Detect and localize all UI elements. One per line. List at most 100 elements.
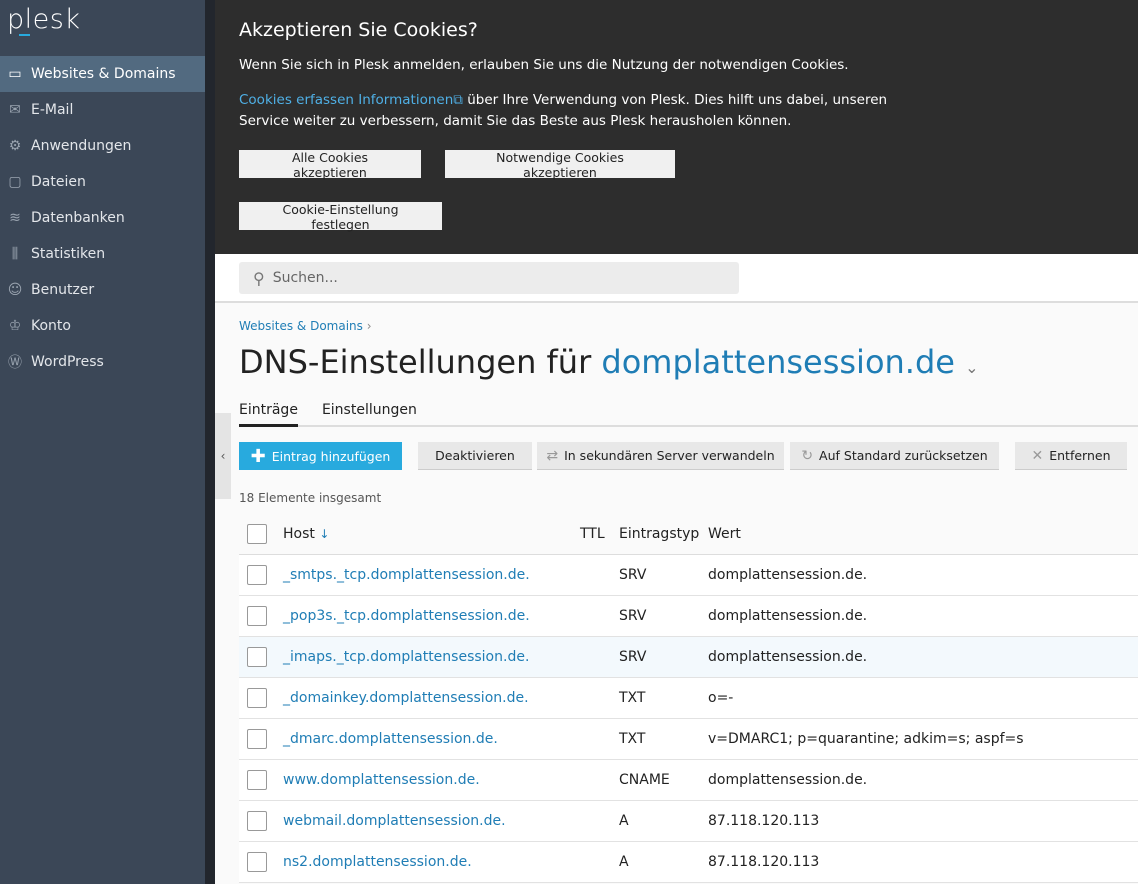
record-value: v=DMARC1; p=quarantine; adkim=s; aspf=s: [708, 731, 1024, 747]
host-link[interactable]: ns2.domplattensession.de.: [283, 854, 472, 870]
table-row: _dmarc.domplattensession.de. TXT v=DMARC…: [239, 719, 1138, 760]
user-icon: ☺: [7, 282, 23, 298]
sidebar-item-label: Benutzer: [31, 282, 95, 298]
cookie-settings-button[interactable]: Cookie-Einstellung festlegen: [239, 202, 442, 232]
host-link[interactable]: _domainkey.domplattensession.de.: [283, 690, 529, 706]
logo-underline: [19, 34, 30, 36]
table-row: _pop3s._tcp.domplattensession.de. SRV do…: [239, 596, 1138, 637]
sidebar-item-label: WordPress: [31, 354, 104, 370]
plesk-logo[interactable]: plesk: [7, 4, 81, 35]
monitor-icon: ▭: [8, 66, 22, 82]
table-row: www.domplattensession.de. CNAME domplatt…: [239, 760, 1138, 801]
host-link[interactable]: _imaps._tcp.domplattensession.de.: [283, 649, 530, 665]
record-value: domplattensession.de.: [708, 567, 868, 583]
sidebar-nav: ▭ Websites & Domains ✉ E-Mail ⚙ Anwendungen ▢ D…: [0, 56, 205, 380]
sidebar-item-konto[interactable]: ♔ Konto: [0, 308, 205, 344]
record-type: A: [619, 813, 629, 829]
host-link[interactable]: _pop3s._tcp.domplattensession.de.: [283, 608, 530, 624]
bar-chart-icon: ⫼: [11, 246, 19, 262]
host-link[interactable]: _smtps._tcp.domplattensession.de.: [283, 567, 530, 583]
table-row: ns2.domplattensession.de. A 87.118.120.1…: [239, 842, 1138, 883]
sidebar-item-label: E-Mail: [31, 102, 74, 118]
select-all-checkbox[interactable]: [247, 524, 267, 544]
sidebar-item-label: Websites & Domains: [31, 66, 176, 82]
sidebar-item-benutzer[interactable]: ☺ Benutzer: [0, 272, 205, 308]
table-row: _smtps._tcp.domplattensession.de. SRV do…: [239, 555, 1138, 596]
record-type: CNAME: [619, 772, 670, 788]
add-entry-button[interactable]: ✚ Eintrag hinzufügen: [239, 442, 402, 470]
record-value: domplattensession.de.: [708, 772, 868, 788]
accept-necessary-cookies-button[interactable]: Notwendige Cookies akzeptieren: [445, 150, 675, 180]
row-checkbox[interactable]: [247, 647, 267, 667]
search-icon: ⚲: [253, 268, 265, 288]
accept-all-cookies-button[interactable]: Alle Cookies akzeptieren: [239, 150, 421, 180]
record-type: TXT: [619, 731, 646, 747]
mail-icon: ✉: [9, 102, 21, 118]
record-value: 87.118.120.113: [708, 854, 820, 870]
cookie-title: Akzeptieren Sie Cookies?: [239, 19, 478, 41]
column-ttl[interactable]: TTL: [580, 526, 605, 542]
sidebar-item-dateien[interactable]: ▢ Dateien: [0, 164, 205, 200]
row-checkbox[interactable]: [247, 770, 267, 790]
sidebar-item-wordpress[interactable]: Ⓦ WordPress: [0, 344, 205, 380]
record-type: TXT: [619, 690, 646, 706]
table-row: webmail.domplattensession.de. A 87.118.1…: [239, 801, 1138, 842]
row-checkbox[interactable]: [247, 852, 267, 872]
host-link[interactable]: _dmarc.domplattensession.de.: [283, 731, 498, 747]
tab-settings[interactable]: Einstellungen: [321, 402, 417, 418]
record-value: o=-: [708, 690, 734, 706]
page-title: DNS-Einstellungen für domplattensession.…: [239, 343, 979, 381]
row-checkbox[interactable]: [247, 811, 267, 831]
cookie-info-link[interactable]: Cookies erfassen Informationen: [239, 92, 454, 108]
remove-button[interactable]: ✕ Entfernen: [1015, 442, 1127, 470]
record-value: domplattensession.de.: [708, 608, 868, 624]
row-checkbox[interactable]: [247, 688, 267, 708]
column-value[interactable]: Wert: [708, 526, 741, 542]
record-type: SRV: [619, 608, 647, 624]
sidebar-item-label: Dateien: [31, 174, 86, 190]
chevron-right-icon: ›: [366, 319, 372, 333]
table-row: _domainkey.domplattensession.de. TXT o=-: [239, 678, 1138, 719]
host-link[interactable]: www.domplattensession.de.: [283, 772, 480, 788]
record-type: A: [619, 854, 629, 870]
layers-icon: ≋: [9, 210, 21, 226]
sidebar-item-anwendungen[interactable]: ⚙ Anwendungen: [0, 128, 205, 164]
deactivate-button[interactable]: Deaktivieren: [418, 442, 532, 470]
sidebar-item-label: Datenbanken: [31, 210, 125, 226]
tab-entries[interactable]: Einträge: [239, 402, 298, 427]
plus-icon: ✚: [250, 445, 266, 467]
search-input[interactable]: ⚲ Suchen...: [239, 262, 739, 294]
sidebar-item-label: Anwendungen: [31, 138, 132, 154]
reset-default-button[interactable]: ↻ Auf Standard zurücksetzen: [790, 442, 999, 470]
wordpress-icon: Ⓦ: [8, 355, 22, 371]
sidebar-item-label: Statistiken: [31, 246, 106, 262]
chevron-down-icon[interactable]: ⌄: [965, 358, 979, 377]
close-icon: ✕: [1031, 447, 1044, 464]
column-host[interactable]: Host ↓: [283, 526, 330, 542]
breadcrumb[interactable]: Websites & Domains ›: [239, 319, 372, 333]
sidebar-item-statistiken[interactable]: ⫼ Statistiken: [0, 236, 205, 272]
crown-icon: ♔: [8, 318, 22, 334]
cookie-text: Wenn Sie sich in Plesk anmelden, erlaube…: [239, 57, 849, 73]
host-link[interactable]: webmail.domplattensession.de.: [283, 813, 506, 829]
total-count: 18 Elemente insgesamt: [239, 491, 382, 505]
external-link-icon: ⧉: [453, 92, 463, 108]
convert-secondary-button[interactable]: ⇄ In sekundären Server verwandeln: [537, 442, 784, 470]
sidebar-item-datenbanken[interactable]: ≋ Datenbanken: [0, 200, 205, 236]
sidebar-collapse-button[interactable]: ‹: [215, 413, 231, 499]
row-checkbox[interactable]: [247, 565, 267, 585]
divider: [205, 0, 215, 884]
gear-icon: ⚙: [8, 138, 22, 154]
row-checkbox[interactable]: [247, 729, 267, 749]
refresh-icon: ↻: [801, 447, 814, 464]
column-type[interactable]: Eintragstyp: [619, 526, 700, 542]
tabs: Einträge Einstellungen: [239, 402, 417, 427]
record-type: SRV: [619, 567, 647, 583]
sidebar-item-websites-domains[interactable]: ▭ Websites & Domains: [0, 56, 205, 92]
record-value: domplattensession.de.: [708, 649, 868, 665]
sort-down-icon: ↓: [319, 527, 330, 541]
cookie-banner: Akzeptieren Sie Cookies? Wenn Sie sich i…: [215, 0, 1138, 254]
row-checkbox[interactable]: [247, 606, 267, 626]
swap-icon: ⇄: [546, 447, 559, 464]
sidebar-item-e-mail[interactable]: ✉ E-Mail: [0, 92, 205, 128]
